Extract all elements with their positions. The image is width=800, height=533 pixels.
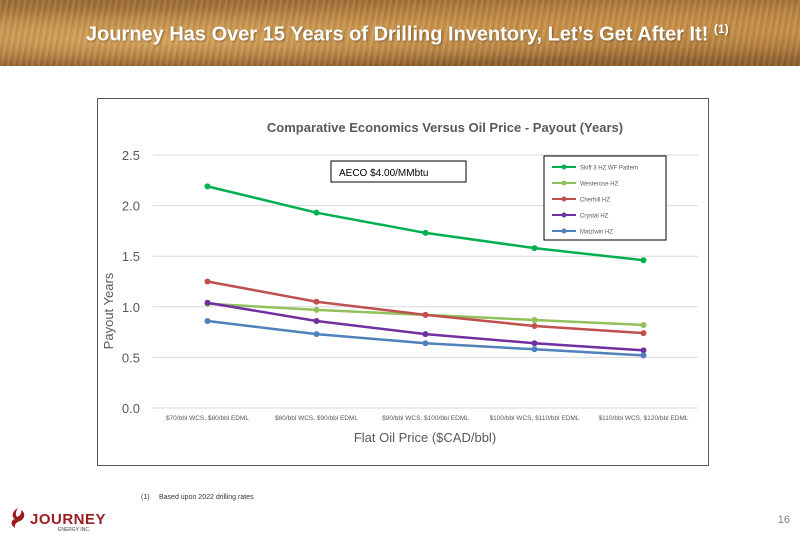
data-point (422, 311, 429, 318)
y-tick-label: 1.0 (122, 300, 140, 315)
payout-chart: Comparative Economics Versus Oil Price -… (97, 98, 709, 466)
annotation-text: AECO $4.00/MMbtu (339, 168, 428, 179)
footnote-text: Based upon 2022 drilling rates (159, 494, 254, 501)
legend-label: Cherhill HZ (580, 198, 610, 204)
data-point (313, 317, 320, 324)
footnote-reference: (1) (713, 22, 729, 36)
annotation-box (330, 160, 467, 183)
x-tick-label: $90/bbl WCS, $100/bbl EDML (382, 415, 469, 422)
x-tick-label: $70/bbl WCS, $80/bbl EDML (166, 415, 249, 422)
footnote-number: (1) (141, 494, 150, 501)
data-point (531, 323, 538, 330)
data-point (313, 298, 320, 305)
page-title: Journey Has Over 15 Years of Drilling In… (86, 22, 729, 47)
data-point (313, 306, 320, 313)
data-point (640, 352, 647, 359)
data-point (422, 340, 429, 347)
y-tick-label: 0.0 (122, 401, 140, 416)
data-point (640, 330, 647, 337)
chart-title: Comparative Economics Versus Oil Price -… (267, 120, 623, 135)
logo-mark-icon (11, 508, 25, 528)
y-tick-label: 1.5 (122, 249, 140, 264)
x-tick-label: $100/bbl WCS, $110/bbl EDML (490, 415, 580, 422)
legend-swatch-marker (561, 228, 567, 234)
y-tick-label: 2.5 (122, 148, 140, 163)
data-point (313, 209, 320, 216)
chart-svg: Comparative Economics Versus Oil Price -… (101, 120, 698, 445)
legend-swatch-marker (561, 212, 567, 218)
data-point (531, 340, 538, 347)
data-point (640, 322, 647, 329)
data-point (531, 346, 538, 353)
series-line (207, 319, 644, 357)
y-axis-label: Payout Years (101, 272, 116, 349)
data-point (313, 331, 320, 338)
logo-text: JOURNEY (30, 511, 107, 528)
legend-swatch-marker (561, 180, 567, 186)
page-number: 16 (777, 514, 790, 526)
page-title-text: Journey Has Over 15 Years of Drilling In… (86, 23, 709, 46)
data-point (640, 257, 647, 264)
data-point (204, 183, 211, 190)
logo-subtext: ENERGY INC. (58, 527, 91, 533)
legend: Skiff 3 HZ WF Pattern Westerose HZ Cherhil… (552, 164, 638, 236)
legend-swatch-marker (561, 164, 567, 170)
legend-label: Skiff 3 HZ WF Pattern (580, 166, 638, 172)
series-layer (204, 183, 647, 359)
header-banner: Journey Has Over 15 Years of Drilling In… (0, 0, 800, 66)
x-axis-label: Flat Oil Price ($CAD/bbl) (354, 430, 496, 445)
legend-label: Westerose HZ (580, 182, 619, 188)
data-point (422, 331, 429, 338)
data-point (531, 316, 538, 323)
footnote: (1) Based upon 2022 drilling rates (141, 494, 254, 501)
data-point (204, 299, 211, 306)
y-tick-labels: 0.0 0.5 1.0 1.5 2.0 2.5 (122, 148, 140, 416)
data-point (422, 229, 429, 236)
data-point (204, 317, 211, 324)
legend-swatch-marker (561, 196, 567, 202)
legend-label: Crystal HZ (580, 214, 609, 220)
x-tick-label: $80/bbl WCS, $90/bbl EDML (275, 415, 358, 422)
x-tick-label: $110/bbl WCS, $120/bbl EDML (599, 415, 689, 422)
data-point (640, 347, 647, 354)
y-tick-label: 0.5 (122, 350, 140, 365)
x-tick-labels: $70/bbl WCS, $80/bbl EDML $80/bbl WCS, $9… (166, 415, 689, 422)
data-point (204, 278, 211, 285)
company-logo: JOURNEY ENERGY INC. (8, 505, 108, 533)
y-tick-label: 2.0 (122, 199, 140, 214)
data-point (531, 245, 538, 252)
legend-label: Matziwin HZ (580, 230, 613, 236)
